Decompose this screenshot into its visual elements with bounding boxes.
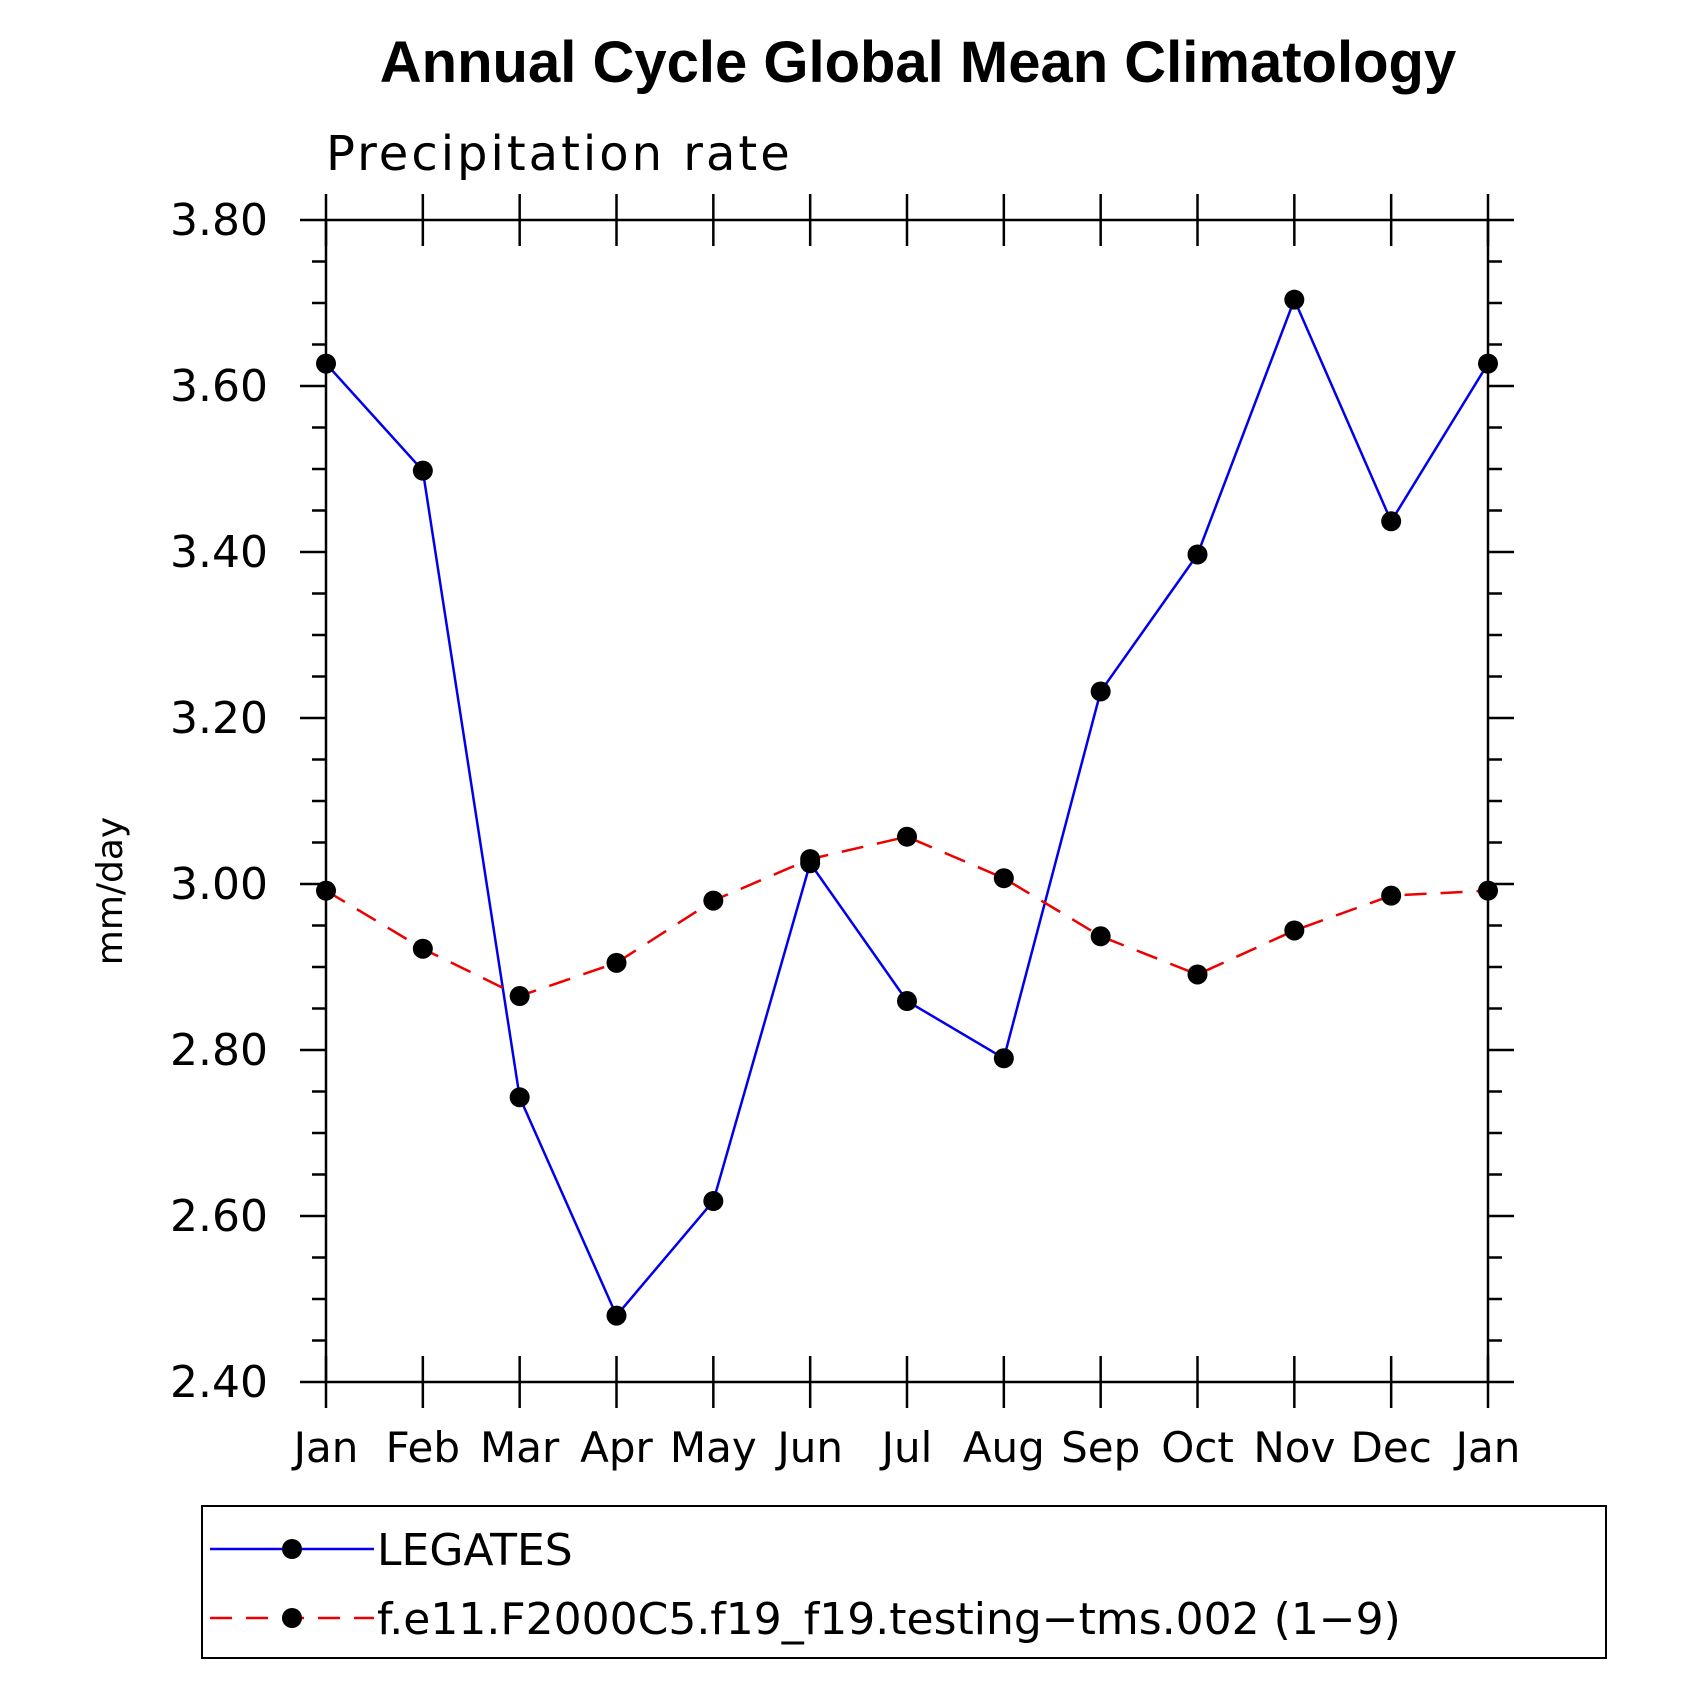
x-tick-label: Feb (386, 1423, 460, 1472)
legend-box (201, 1505, 1607, 1659)
x-tick-label: Jun (774, 1423, 843, 1472)
legend-label-2: f.e11.F2000C5.f19_f19.testing−tms.002 (1… (377, 1594, 1401, 1645)
series-lines (316, 289, 1498, 1326)
chart-subtitle: Precipitation rate (326, 126, 793, 182)
series-2-point (509, 986, 530, 1007)
y-axis-label: mm/day (90, 817, 131, 965)
y-tick-label: 3.00 (170, 859, 268, 910)
y-tick-label: 3.20 (170, 693, 268, 744)
x-tick-labels: Jan Feb Mar Apr May Jun Jul Aug Sep Oct Nov Dec Jan (291, 1423, 1521, 1472)
series-2-point (316, 880, 336, 901)
x-tick-label: Jan (291, 1423, 359, 1472)
legend-marker-2 (282, 1608, 302, 1628)
y-tick-label: 3.60 (170, 361, 268, 412)
x-tick-label: Apr (580, 1423, 653, 1472)
chart-title: Annual Cycle Global Mean Climatology (380, 30, 1456, 95)
legend-label-1: LEGATES (377, 1525, 573, 1576)
series-2-point (897, 826, 917, 847)
y-tick-labels: 2.40 2.60 2.80 3.00 3.20 3.40 3.60 3.80 (170, 195, 268, 1408)
series-1-point (993, 1048, 1014, 1069)
y-tick-label: 2.60 (170, 1191, 268, 1242)
plot-border (324, 218, 1490, 1384)
series-2-point (1090, 926, 1111, 947)
x-tick-label: Aug (963, 1423, 1045, 1472)
plot-frame (324, 218, 1490, 1384)
x-tick-label: Dec (1351, 1423, 1432, 1472)
x-tick-label: May (670, 1423, 757, 1472)
series-1-point (1381, 511, 1402, 532)
x-tick-label: Oct (1161, 1423, 1234, 1472)
series-2-point (1284, 920, 1305, 941)
series-1-point (509, 1087, 530, 1108)
series-2-point (1478, 880, 1498, 901)
x-tick-label: Sep (1061, 1423, 1140, 1472)
y-tick-label: 2.80 (170, 1025, 268, 1076)
x-tick-label: Nov (1253, 1423, 1335, 1472)
series-1-point (606, 1305, 627, 1326)
y-tick-label: 3.40 (170, 527, 268, 578)
series-1-point (897, 991, 917, 1012)
x-tick-label: Jan (1453, 1423, 1521, 1472)
axis-ticks (300, 194, 1514, 1408)
x-tick-label: Jul (879, 1423, 933, 1472)
series-1-point (1090, 681, 1111, 702)
series-line-1 (325, 296, 1490, 1318)
series-1-point (1187, 544, 1208, 565)
series-1-point (1478, 353, 1498, 374)
series-2-point (993, 868, 1014, 889)
y-tick-label: 3.80 (170, 195, 268, 246)
x-tick-label: Mar (480, 1423, 560, 1472)
legend-marker-1 (282, 1539, 302, 1559)
series-1-point (1284, 289, 1305, 310)
series-2-point (412, 938, 433, 959)
legend: LEGATES f.e11.F2000C5.f19_f19.testing−tms… (201, 1505, 1607, 1659)
series-2-point (703, 890, 724, 911)
y-tick-label: 2.40 (170, 1357, 268, 1408)
series-1-point (412, 460, 433, 481)
series-2-point (606, 952, 627, 973)
series-2-point (1187, 964, 1208, 985)
series-1-point (703, 1191, 724, 1212)
series-2-point (1381, 885, 1402, 906)
series-1-point (316, 353, 336, 374)
series-2-point (800, 849, 821, 870)
